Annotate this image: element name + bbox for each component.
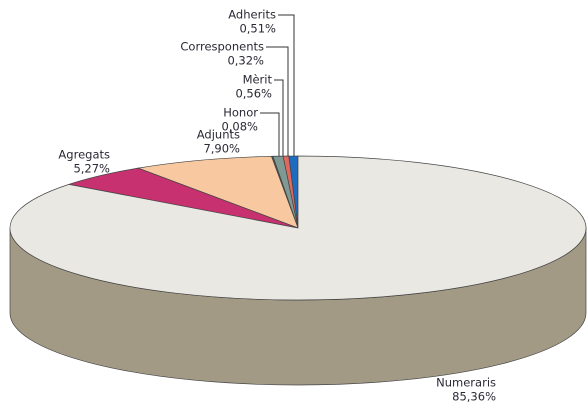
value-label: 85,36%	[452, 390, 496, 404]
slice-label: Corresponents	[180, 40, 264, 54]
value-label: 0,08%	[221, 120, 258, 134]
slice-label: Numeraris	[436, 376, 496, 390]
leader-line	[278, 14, 295, 156]
value-label: 0,51%	[239, 22, 276, 36]
value-label: 7,90%	[203, 142, 240, 156]
slice	[136, 155, 299, 229]
leader-line	[274, 79, 284, 156]
value-label: 5,27%	[73, 162, 110, 176]
slice-label: Agregats	[58, 148, 110, 162]
slice-label: Honor	[223, 106, 258, 120]
value-label: 0,32%	[227, 54, 264, 68]
slice-label: Mèrit	[243, 73, 273, 87]
slice-label: Adjunts	[197, 128, 240, 142]
value-label: 0,56%	[235, 87, 272, 101]
slice	[9, 155, 587, 301]
slice-label: Adherits	[228, 8, 276, 22]
leader-line	[260, 112, 280, 156]
leader-line	[266, 46, 289, 156]
